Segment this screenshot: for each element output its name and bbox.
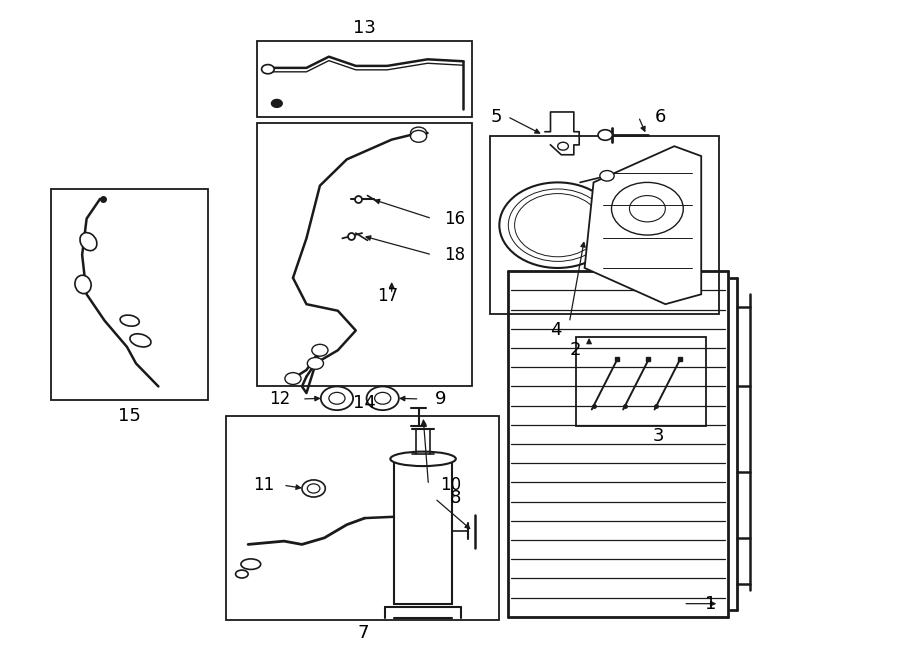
Text: 10: 10	[440, 476, 462, 494]
Text: 7: 7	[357, 624, 369, 642]
Ellipse shape	[130, 334, 151, 347]
Text: 9: 9	[436, 390, 446, 408]
Text: 6: 6	[655, 108, 667, 126]
Circle shape	[302, 480, 325, 497]
Text: 11: 11	[253, 476, 274, 494]
Circle shape	[307, 358, 323, 369]
Bar	[394, 459, 452, 603]
Circle shape	[558, 142, 569, 150]
Text: 12: 12	[269, 390, 290, 408]
Circle shape	[547, 217, 569, 233]
Bar	[257, 41, 472, 116]
Bar	[576, 337, 706, 426]
Text: 2: 2	[570, 341, 581, 359]
Text: 18: 18	[444, 246, 465, 264]
Text: 15: 15	[118, 407, 141, 425]
Text: 3: 3	[652, 427, 664, 445]
Bar	[50, 189, 208, 400]
Circle shape	[629, 196, 665, 222]
Circle shape	[410, 130, 427, 142]
Text: 1: 1	[705, 595, 716, 613]
Circle shape	[515, 194, 600, 256]
Circle shape	[611, 182, 683, 235]
Circle shape	[599, 171, 614, 181]
Text: 4: 4	[550, 321, 562, 340]
Ellipse shape	[80, 233, 97, 251]
Text: 8: 8	[450, 489, 461, 508]
Circle shape	[508, 189, 607, 261]
Circle shape	[272, 99, 283, 107]
Ellipse shape	[241, 559, 261, 569]
Bar	[491, 136, 719, 314]
Ellipse shape	[120, 315, 140, 326]
Text: 14: 14	[354, 394, 376, 412]
Circle shape	[598, 130, 612, 140]
Bar	[257, 123, 472, 387]
Circle shape	[500, 182, 616, 268]
Text: 17: 17	[376, 287, 398, 305]
Circle shape	[307, 484, 320, 493]
Text: 5: 5	[491, 108, 502, 126]
Circle shape	[374, 393, 391, 405]
Circle shape	[410, 127, 427, 139]
Circle shape	[311, 344, 328, 356]
Text: 13: 13	[354, 19, 376, 37]
Text: 16: 16	[444, 210, 465, 227]
Circle shape	[320, 387, 353, 410]
Ellipse shape	[75, 275, 91, 293]
Bar	[226, 416, 500, 620]
Circle shape	[524, 200, 592, 251]
Ellipse shape	[236, 570, 248, 578]
Circle shape	[285, 373, 302, 385]
Ellipse shape	[391, 451, 455, 466]
Circle shape	[262, 65, 274, 74]
Polygon shape	[585, 146, 701, 304]
Circle shape	[366, 387, 399, 410]
Circle shape	[328, 393, 345, 405]
